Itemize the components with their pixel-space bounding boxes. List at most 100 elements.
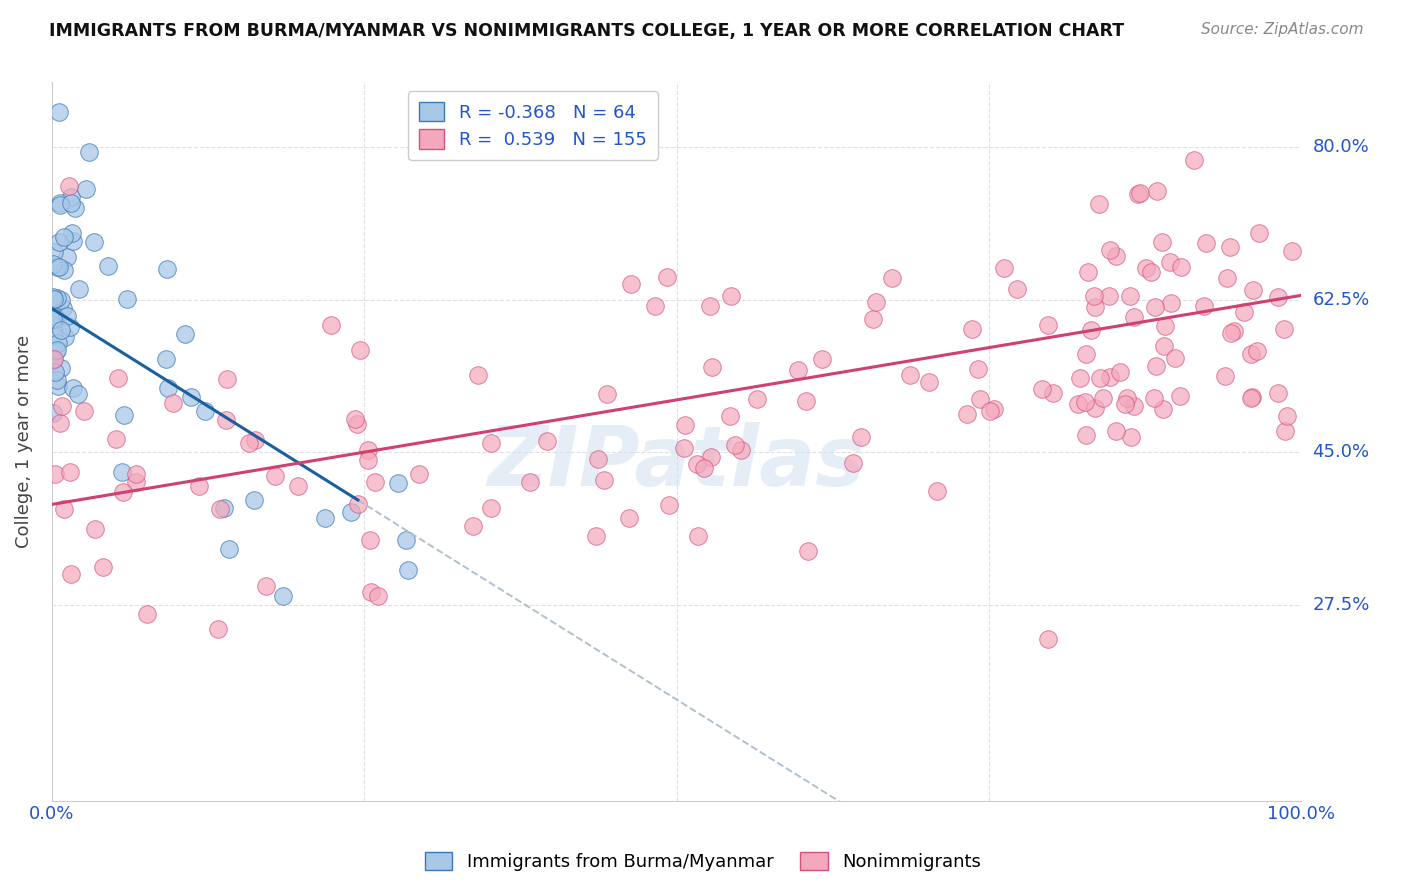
Point: [1087, 197, 1109, 211]
Point: [218, 541, 240, 556]
Point: [56, 309, 79, 323]
Point: [983, 402, 1005, 417]
Point: [104, 432, 127, 446]
Point: [519, 475, 541, 490]
Point: [45, 291, 67, 305]
Point: [49, 197, 72, 211]
Point: [479, 435, 502, 450]
Point: [723, 438, 745, 452]
Point: [112, 408, 135, 422]
Point: [238, 436, 260, 450]
Point: [45, 344, 67, 359]
Point: [1160, 296, 1182, 310]
Point: [254, 579, 277, 593]
Point: [194, 403, 217, 417]
Point: [83, 235, 105, 250]
Point: [1115, 391, 1137, 405]
Point: [83, 522, 105, 536]
Point: [207, 622, 229, 636]
Point: [1222, 324, 1244, 338]
Point: [1274, 425, 1296, 439]
Point: [688, 529, 710, 543]
Point: [1163, 351, 1185, 365]
Point: [1135, 260, 1157, 275]
Point: [359, 533, 381, 547]
Point: [730, 442, 752, 457]
Point: [42, 353, 65, 368]
Point: [162, 396, 184, 410]
Point: [1114, 397, 1136, 411]
Point: [593, 473, 616, 487]
Point: [1143, 392, 1166, 406]
Point: [155, 351, 177, 366]
Point: [42, 312, 65, 326]
Point: [720, 289, 742, 303]
Point: [1074, 394, 1097, 409]
Point: [1084, 300, 1107, 314]
Point: [66, 387, 89, 401]
Point: [271, 590, 294, 604]
Point: [918, 375, 941, 389]
Point: [125, 467, 148, 481]
Point: [1249, 226, 1271, 240]
Point: [1091, 391, 1114, 405]
Point: [42, 351, 65, 366]
Point: [44, 365, 66, 379]
Point: [180, 390, 202, 404]
Point: [1159, 255, 1181, 269]
Text: 45.0%: 45.0%: [1313, 443, 1369, 461]
Point: [787, 363, 810, 377]
Point: [1077, 265, 1099, 279]
Point: [243, 434, 266, 448]
Point: [42, 257, 65, 271]
Point: [1240, 390, 1263, 404]
Point: [1042, 385, 1064, 400]
Point: [1182, 153, 1205, 168]
Text: ZIPatlas: ZIPatlas: [488, 422, 866, 503]
Point: [364, 475, 387, 489]
Point: [1031, 382, 1053, 396]
Point: [849, 430, 872, 444]
Point: [1121, 430, 1143, 444]
Point: [1241, 283, 1264, 297]
Point: [536, 434, 558, 448]
Point: [42, 290, 65, 304]
Point: [59, 189, 82, 203]
Point: [1074, 347, 1097, 361]
Point: [1240, 391, 1263, 405]
Point: [387, 476, 409, 491]
Point: [48, 235, 70, 249]
Point: [1090, 371, 1112, 385]
Point: [700, 450, 723, 464]
Point: [956, 407, 979, 421]
Point: [842, 456, 865, 470]
Point: [42, 312, 65, 326]
Point: [794, 394, 817, 409]
Point: [1219, 240, 1241, 254]
Point: [658, 498, 681, 512]
Point: [810, 352, 832, 367]
Point: [52, 301, 75, 315]
Point: [49, 293, 72, 307]
Point: [1146, 184, 1168, 198]
Text: 62.5%: 62.5%: [1313, 291, 1369, 309]
Point: [1126, 187, 1149, 202]
Point: [67, 282, 90, 296]
Point: [56, 250, 79, 264]
Point: [1084, 401, 1107, 416]
Point: [343, 412, 366, 426]
Point: [1170, 260, 1192, 274]
Point: [111, 465, 134, 479]
Point: [1215, 270, 1237, 285]
Point: [52, 263, 75, 277]
Point: [865, 295, 887, 310]
Point: [1069, 370, 1091, 384]
Point: [699, 299, 721, 313]
Point: [1098, 289, 1121, 303]
Point: [1154, 319, 1177, 334]
Point: [1233, 305, 1256, 319]
Point: [1272, 322, 1295, 336]
Point: [1192, 299, 1215, 313]
Point: [1220, 326, 1243, 340]
Point: [718, 409, 741, 424]
